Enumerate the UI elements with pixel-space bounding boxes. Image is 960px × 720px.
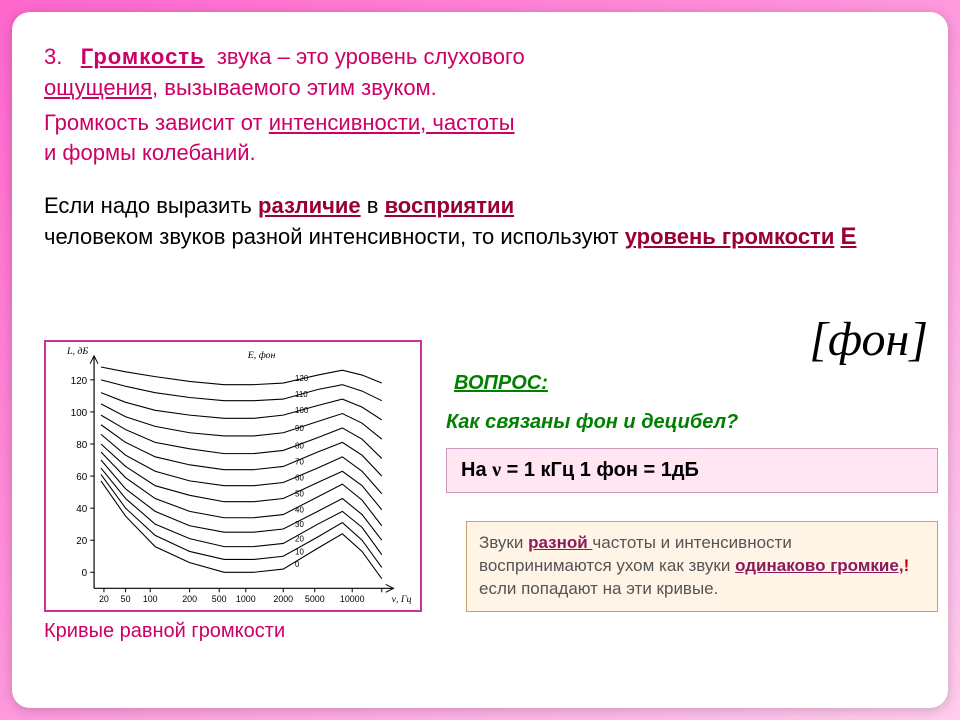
svg-text:ν, Гц: ν, Гц [392,594,412,605]
svg-text:70: 70 [295,457,304,466]
chart-area: 0204060801001202050100200500100020005000… [44,340,422,643]
svg-text:10000: 10000 [340,594,365,604]
question-label: ВОПРОС: [454,372,938,395]
explanation-para: Если надо выразить различие в восприятии… [44,191,916,253]
svg-text:90: 90 [295,424,304,433]
svg-text:80: 80 [295,441,304,450]
term-loudness: Громкость [81,44,205,69]
chart-caption: Кривые равной громкости [44,620,422,643]
definition-para-2: Громкость зависит от интенсивности, част… [44,108,916,170]
svg-text:2000: 2000 [273,594,293,604]
svg-text:0: 0 [82,568,88,579]
svg-text:500: 500 [212,594,227,604]
definition-para: 3. Громкость звука – это уровень слухово… [44,42,916,104]
slide-card: 3. Громкость звука – это уровень слухово… [12,12,948,708]
svg-text:40: 40 [295,506,304,515]
svg-text:100: 100 [295,406,309,415]
item-number: 3. [44,44,62,69]
note-box: Звуки разной частоты и интенсивности вос… [466,521,938,612]
svg-text:60: 60 [76,472,87,483]
svg-text:60: 60 [295,474,304,483]
svg-text:5000: 5000 [305,594,325,604]
svg-text:110: 110 [295,390,308,399]
phon-unit: [фон] [809,312,928,367]
svg-text:100: 100 [143,594,158,604]
svg-text:0: 0 [295,560,300,569]
svg-text:30: 30 [295,520,304,529]
svg-text:20: 20 [295,534,304,543]
svg-text:E, фон: E, фон [247,350,276,361]
svg-text:120: 120 [71,376,88,387]
svg-text:50: 50 [121,594,131,604]
svg-text:20: 20 [76,536,87,547]
svg-text:20: 20 [99,594,109,604]
answer-box: На ν = 1 кГц 1 фон = 1дБ [446,448,938,493]
svg-text:50: 50 [295,490,304,499]
svg-text:120: 120 [295,374,309,383]
question-text: Как связаны фон и децибел? [446,411,938,434]
svg-text:10: 10 [295,547,304,556]
right-column: [фон] ВОПРОС: Как связаны фон и децибел?… [446,322,938,612]
svg-text:200: 200 [182,594,197,604]
svg-text:100: 100 [71,408,88,419]
svg-text:L, дБ: L, дБ [66,346,88,357]
equal-loudness-chart: 0204060801001202050100200500100020005000… [44,340,422,612]
svg-text:1000: 1000 [236,594,256,604]
svg-text:80: 80 [76,440,87,451]
svg-text:40: 40 [76,504,87,515]
